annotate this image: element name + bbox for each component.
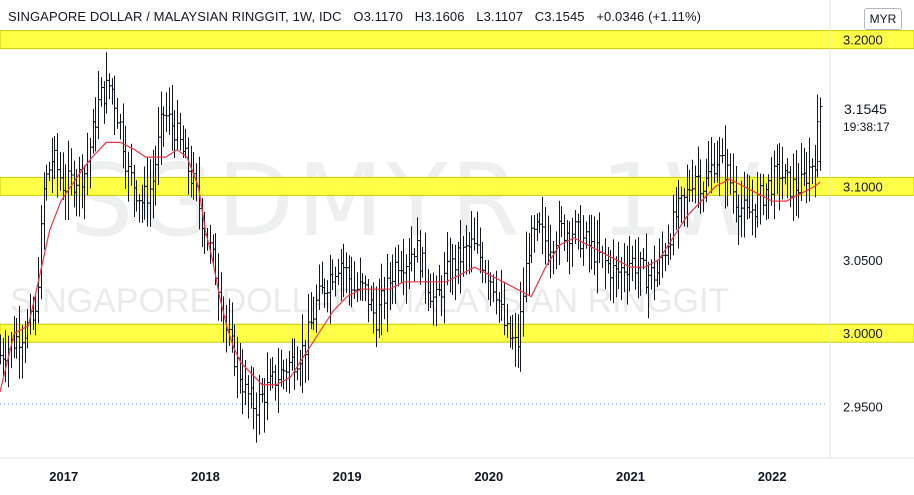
- ohlc-bar-63: [170, 84, 175, 151]
- highlight-band-0: [0, 30, 914, 50]
- ohlc-bar-110: [298, 349, 303, 387]
- symbol-name[interactable]: SINGAPORE DOLLAR / MALAYSIAN RINGGIT, 1W…: [8, 9, 342, 24]
- last-price-label: 3.1545: [844, 101, 887, 117]
- x-tick-label: 2017: [49, 469, 78, 484]
- ohlc-bar-96: [260, 378, 265, 403]
- currency-badge[interactable]: MYR: [864, 8, 902, 30]
- ohlc-bar-100: [270, 356, 275, 389]
- ohlc-bar-210: [570, 217, 575, 267]
- ohlc-bar-98: [265, 352, 270, 421]
- ohlc-bar-61: [164, 92, 169, 133]
- highlight-band-1: [0, 176, 914, 196]
- ohlc-bar-216: [587, 214, 592, 273]
- ohlc-bar-62: [167, 87, 172, 135]
- y-tick-label: 3.0000: [843, 326, 883, 341]
- highlight-band-2: [0, 323, 914, 343]
- y-tick-label: 3.1000: [843, 179, 883, 194]
- ohlc-bar-104: [281, 359, 286, 390]
- ohlc-bar-88: [238, 342, 243, 394]
- ohlc-bar-286: [777, 142, 782, 211]
- y-tick-label: 3.0500: [843, 253, 883, 268]
- ohlc-bar-91: [246, 375, 251, 419]
- ohlc-bar-38: [102, 81, 107, 124]
- ohlc-bar-44: [118, 113, 123, 140]
- ohlc-bar-207: [562, 214, 567, 252]
- ohlc-bar-37: [99, 77, 104, 107]
- low-value: L3.1107: [476, 9, 524, 24]
- close-value: C3.1545: [534, 9, 585, 24]
- ohlc-bar-20: [52, 135, 57, 180]
- ohlc-bar-300: [815, 94, 820, 178]
- ohlc-bar-107: [290, 338, 295, 371]
- x-tick-label: 2019: [333, 469, 362, 484]
- ohlc-bar-60: [161, 106, 166, 147]
- ohlc-bar-205: [557, 200, 562, 265]
- ohlc-bar-201: [546, 215, 551, 265]
- change-value: +0.0346 (+1.11%): [596, 9, 702, 24]
- price-axis[interactable]: 3.2000 3.1000 3.0500 3.0000 2.9500: [843, 33, 883, 415]
- ohlc-bar-301: [818, 97, 823, 171]
- ohlc-bar-202: [548, 224, 553, 279]
- x-tick-label: 2022: [758, 469, 787, 484]
- ohlc-bar-89: [240, 349, 245, 415]
- ohlc-bar-196: [532, 214, 537, 253]
- watermark-description: SINGAPORE DOLLAR / MALAYSIAN RINGGIT: [10, 282, 729, 320]
- ohlc-bar-214: [581, 215, 586, 266]
- ohlc-bar-39: [104, 52, 109, 114]
- ohlc-bar-97: [262, 378, 267, 433]
- ohlc-bar-197: [535, 213, 540, 241]
- symbol-header: SINGAPORE DOLLAR / MALAYSIAN RINGGIT, 1W…: [8, 9, 709, 24]
- ohlc-bar-209: [567, 221, 572, 275]
- y-tick-label: 3.2000: [843, 33, 883, 48]
- moving-average-line: [0, 141, 821, 393]
- ohlc-bar-36: [96, 70, 101, 140]
- ohlc-bar-199: [540, 196, 545, 255]
- ohlc-bar-213: [578, 204, 583, 258]
- ohlc-bar-101: [273, 364, 278, 401]
- ohlc-bar-94: [254, 392, 259, 443]
- ohlc-bar-42: [112, 75, 117, 135]
- ohlc-bar-200: [543, 206, 548, 265]
- high-value: H3.1606: [414, 9, 465, 24]
- ohlc-bar-106: [287, 350, 292, 394]
- ohlc-bar-105: [284, 358, 289, 392]
- ohlc-bar-112: [303, 339, 308, 383]
- moving-average-layer: [0, 141, 821, 393]
- y-tick-label: 2.9500: [843, 400, 883, 415]
- ohlc-bar-87: [235, 336, 240, 399]
- x-tick-label: 2021: [616, 469, 645, 484]
- ohlc-bar-41: [110, 78, 115, 105]
- ohlc-bar-212: [576, 213, 581, 250]
- ohlc-bar-206: [559, 206, 564, 238]
- ohlc-bar-217: [589, 214, 594, 270]
- open-value: O3.1170: [353, 9, 403, 24]
- bar-countdown: 19:38:17: [843, 120, 890, 134]
- ohlc-bar-198: [537, 212, 542, 234]
- time-axis[interactable]: 2017 2018 2019 2020 2021 2022: [49, 469, 786, 484]
- highlight-bands: [0, 30, 914, 405]
- x-tick-label: 2020: [474, 469, 503, 484]
- x-tick-label: 2018: [191, 469, 220, 484]
- ohlc-bar-102: [276, 347, 281, 413]
- ohlc-bar-43: [115, 98, 120, 129]
- ohlc-bar-108: [292, 338, 297, 390]
- ohlc-bar-218: [592, 216, 597, 276]
- ohlc-bar-99: [268, 358, 273, 391]
- ohlc-bar-195: [529, 215, 534, 264]
- watermark: SGDMYR 1W SINGAPORE DOLLAR / MALAYSIAN R…: [10, 142, 763, 320]
